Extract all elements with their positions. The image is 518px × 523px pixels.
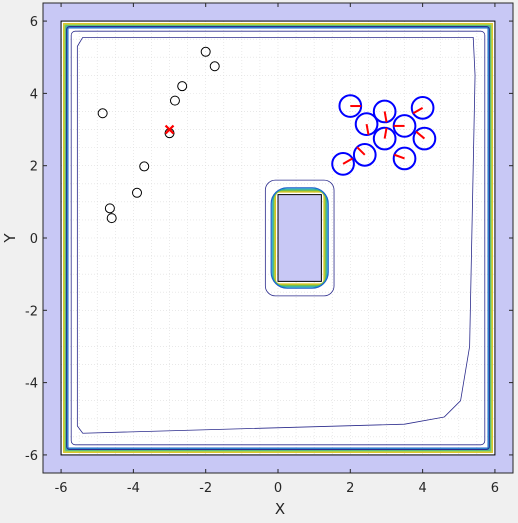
- arena: [43, 3, 513, 473]
- x-tick-label: -6: [55, 481, 68, 496]
- target-marker: [164, 124, 175, 135]
- arena-contour: [64, 24, 492, 452]
- obstacle-contour: [273, 190, 326, 286]
- obstacle-box: [277, 194, 322, 282]
- robot-heading: [383, 111, 388, 123]
- waypoint-marker: [200, 46, 211, 57]
- obstacle-contour: [274, 191, 325, 285]
- robot-heading: [415, 130, 426, 140]
- robots: [331, 94, 437, 176]
- waypoint-marker: [97, 108, 108, 119]
- x-tick-labels: -6 -4 -2 0 2 4 6: [55, 481, 499, 496]
- y-tick-label: -2: [25, 304, 38, 319]
- x-tick-label: 0: [274, 481, 282, 496]
- obstacle-contour: [264, 179, 335, 297]
- arena-contour: [76, 36, 476, 434]
- y-axis-label: Y: [1, 233, 19, 244]
- waypoint-marker: [104, 203, 115, 214]
- robot-circle: [372, 99, 397, 124]
- y-tick-label: 6: [30, 15, 38, 30]
- x-tick-label: 4: [418, 481, 426, 496]
- robot-heading: [412, 106, 424, 115]
- waypoint-marker: [169, 95, 180, 106]
- obstacle: [277, 194, 322, 282]
- y-tick-label: 0: [30, 232, 38, 247]
- waypoint-marker: [177, 81, 188, 92]
- arena-contour: [70, 30, 486, 446]
- arena-contour: [67, 27, 489, 449]
- robot-heading: [365, 123, 370, 135]
- robot-heading: [394, 153, 405, 160]
- x-tick-label: 2: [346, 481, 354, 496]
- ticks: [43, 3, 513, 473]
- x-axis-label: X: [275, 500, 285, 518]
- grid: [42, 2, 514, 474]
- x-tick-label: 6: [491, 481, 499, 496]
- y-tick-label: 4: [30, 87, 38, 102]
- waypoint-marker: [106, 213, 117, 224]
- robot-circle: [352, 143, 377, 167]
- arena-contour: [63, 23, 493, 453]
- x-tick-label: -2: [199, 481, 212, 496]
- obstacle-contour: [271, 188, 328, 288]
- arena-boundary: [60, 20, 496, 456]
- y-tick-label: -6: [25, 449, 38, 464]
- robot-circle: [331, 152, 355, 176]
- waypoint-marker: [132, 187, 142, 198]
- robot-heading: [342, 157, 353, 165]
- arena-contour: [66, 26, 490, 450]
- y-tick-label: 2: [30, 160, 38, 175]
- waypoints: [97, 46, 220, 224]
- robot-circle: [410, 96, 435, 120]
- obstacle-contour: [270, 187, 329, 289]
- target: [164, 124, 175, 135]
- y-tick-label: -4: [25, 377, 38, 392]
- robot-heading: [356, 146, 366, 156]
- contours: [63, 23, 493, 453]
- waypoint-marker: [209, 61, 220, 72]
- robot-circle: [354, 112, 379, 136]
- arena-contour: [65, 25, 491, 451]
- x-tick-label: -4: [127, 481, 140, 496]
- robot-circle: [372, 126, 397, 151]
- robot-heading: [383, 127, 388, 139]
- robot-circle: [392, 146, 417, 171]
- waypoint-marker: [139, 161, 150, 172]
- y-tick-labels: -6 -4 -2 0 2 4 6: [25, 15, 38, 464]
- robot-circle: [412, 126, 437, 151]
- obstacle-contour: [272, 189, 327, 287]
- robot-circle: [392, 114, 417, 138]
